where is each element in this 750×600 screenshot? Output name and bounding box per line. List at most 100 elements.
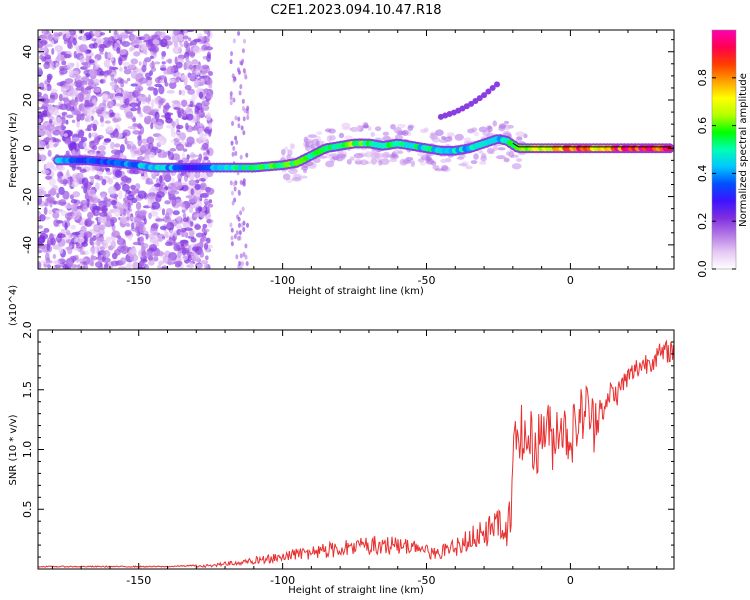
noise-blob xyxy=(79,251,86,255)
noise-blob xyxy=(48,104,54,114)
noise-blob xyxy=(82,141,88,148)
noise-blob xyxy=(206,219,212,224)
noise-blob xyxy=(67,89,76,97)
noise-blob xyxy=(191,59,199,65)
spectrogram-frame xyxy=(37,29,675,270)
noise-blob xyxy=(175,76,181,81)
noise-blob xyxy=(84,93,92,101)
noise-blob xyxy=(147,115,152,120)
noise-blob xyxy=(208,122,212,129)
noise-blob xyxy=(440,135,446,140)
noise-blob xyxy=(38,249,43,254)
noise-blob xyxy=(88,59,95,64)
noise-blob xyxy=(86,86,94,90)
noise-blob xyxy=(67,245,73,255)
noise-blob xyxy=(65,257,73,267)
noise-blob xyxy=(487,125,493,133)
noise-blob xyxy=(56,82,65,87)
noise-blob xyxy=(55,138,62,143)
noise-blob xyxy=(39,214,46,222)
noise-blob xyxy=(147,94,151,102)
noise-blob xyxy=(83,231,93,238)
noise-blob xyxy=(152,39,160,45)
noise-blob xyxy=(244,254,248,260)
noise-blob xyxy=(130,184,136,190)
noise-blob xyxy=(91,241,95,247)
secondary-track-blob xyxy=(481,92,488,99)
noise-blob xyxy=(185,56,190,63)
noise-blob xyxy=(169,196,176,200)
noise-blob xyxy=(122,208,127,217)
y-tick-label: 20 xyxy=(21,93,34,107)
noise-blob xyxy=(237,67,241,73)
noise-blob xyxy=(179,230,188,238)
noise-blob xyxy=(90,197,99,204)
noise-blob xyxy=(132,169,140,175)
noise-blob xyxy=(127,30,137,33)
noise-blob xyxy=(177,250,182,258)
noise-blob xyxy=(241,206,245,212)
noise-blob xyxy=(46,75,52,84)
noise-blob xyxy=(188,187,192,196)
noise-blob xyxy=(237,116,241,122)
noise-blob xyxy=(133,215,143,223)
noise-blob xyxy=(289,143,295,150)
noise-blob xyxy=(370,153,376,160)
noise-blob xyxy=(497,147,506,151)
noise-blob xyxy=(239,154,243,160)
noise-blob xyxy=(71,148,76,157)
noise-blob xyxy=(148,260,155,266)
noise-blob xyxy=(164,200,171,205)
noise-blob xyxy=(124,80,129,84)
noise-blob xyxy=(201,207,206,212)
noise-blob xyxy=(56,192,60,199)
noise-blob xyxy=(47,237,51,245)
noise-blob xyxy=(157,31,166,38)
noise-blob xyxy=(246,105,250,111)
noise-blob xyxy=(76,205,82,210)
noise-blob xyxy=(104,51,109,60)
noise-blob xyxy=(196,263,203,268)
noise-blob xyxy=(65,103,71,112)
noise-blob xyxy=(167,182,176,190)
noise-blob xyxy=(111,230,120,238)
noise-blob xyxy=(99,51,104,55)
noise-blob xyxy=(185,122,189,131)
noise-blob xyxy=(239,265,243,269)
noise-blob xyxy=(201,64,210,70)
noise-blob xyxy=(199,251,205,258)
noise-blob xyxy=(105,111,110,115)
noise-blob xyxy=(242,178,246,184)
noise-blob xyxy=(58,246,64,255)
noise-blob xyxy=(316,131,323,135)
noise-blob xyxy=(378,160,383,166)
noise-blob xyxy=(238,260,242,266)
noise-blob xyxy=(167,58,173,64)
noise-blob xyxy=(52,253,57,260)
noise-blob xyxy=(114,181,120,190)
y-tick-label: -40 xyxy=(21,236,34,254)
noise-blob xyxy=(60,85,65,93)
snr-y-ticks: 0.5 1.0 1.5 2.0 xyxy=(21,321,674,558)
noise-blob xyxy=(116,47,121,54)
noise-blob xyxy=(60,56,65,62)
noise-blob xyxy=(84,116,92,123)
noise-blob xyxy=(198,177,206,182)
noise-blob xyxy=(189,100,194,108)
noise-blob xyxy=(161,208,166,216)
noise-blob xyxy=(84,128,93,132)
noise-blob xyxy=(143,217,147,225)
noise-blob xyxy=(234,151,238,157)
noise-blob xyxy=(184,84,192,91)
noise-blob xyxy=(305,140,314,148)
noise-blob xyxy=(287,149,293,157)
noise-blob xyxy=(102,249,111,258)
spectrogram-x-label: Height of straight line (km) xyxy=(288,286,424,297)
noise-blob xyxy=(192,65,198,69)
noise-blob xyxy=(362,124,369,129)
noise-blob xyxy=(55,62,60,68)
noise-blob xyxy=(242,220,246,226)
noise-blob xyxy=(132,130,141,135)
noise-blob xyxy=(75,244,83,249)
